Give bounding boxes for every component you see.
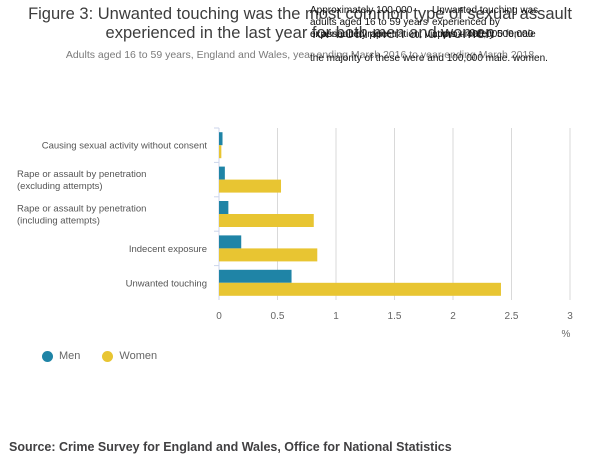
annotation-text: Unwanted touching was experienced by app… xyxy=(432,5,539,40)
x-tick-label: 3 xyxy=(567,311,573,322)
annotation-text: or assault by penetration; victims – 400… xyxy=(310,29,536,40)
category-label: (including attempts) xyxy=(17,216,100,227)
bar-women xyxy=(219,282,501,296)
legend-item-men[interactable]: Men xyxy=(42,350,80,362)
category-label: Causing sexual activity without consent xyxy=(42,141,208,152)
x-tick-label: 1 xyxy=(333,311,339,322)
category-label: (excluding attempts) xyxy=(17,181,103,192)
bar-women xyxy=(219,179,282,193)
legend-label-men: Men xyxy=(59,350,81,362)
bar-men xyxy=(219,235,242,249)
legend-swatch-men xyxy=(42,350,53,362)
x-tick-label: 0.5 xyxy=(271,311,285,322)
chart-subtitle: Adults aged 16 to 59 years, England and … xyxy=(65,49,535,61)
chart-legend: Men Women xyxy=(42,350,179,362)
x-tick-label: 2.5 xyxy=(505,311,519,322)
category-label: Unwanted touching xyxy=(126,278,207,289)
bar-men xyxy=(219,269,292,283)
legend-swatch-women xyxy=(102,350,114,362)
bar-women xyxy=(219,214,314,227)
legend-label-women: Women xyxy=(119,350,158,362)
annotation-text: Approximately 100,000 adults aged 16 to … xyxy=(310,5,428,40)
legend-item-women[interactable]: Women xyxy=(102,350,157,362)
category-label: Indecent exposure xyxy=(129,244,207,255)
chart-title: Figure 3: Unwanted touching was the most… xyxy=(28,5,572,42)
annotation-text: the majority of these were and 100,000 m… xyxy=(310,53,548,64)
x-tick-label: 2 xyxy=(450,311,456,322)
bar-men xyxy=(219,201,229,214)
bar-men xyxy=(219,132,223,146)
source-note: Source: Crime Survey for England and Wal… xyxy=(9,440,452,454)
x-tick-label: 1.5 xyxy=(388,311,402,322)
category-label: Rape or assault by penetration xyxy=(17,204,146,215)
bar-men xyxy=(219,166,225,180)
bar-women xyxy=(219,248,318,262)
bar-women xyxy=(219,145,222,159)
annotation-overlay: Approximately 100,000 adults aged 16 to … xyxy=(310,5,560,80)
x-axis-unit: % xyxy=(562,329,571,340)
category-label: Rape or assault by penetration xyxy=(17,169,146,180)
x-tick-label: 0 xyxy=(216,311,222,322)
